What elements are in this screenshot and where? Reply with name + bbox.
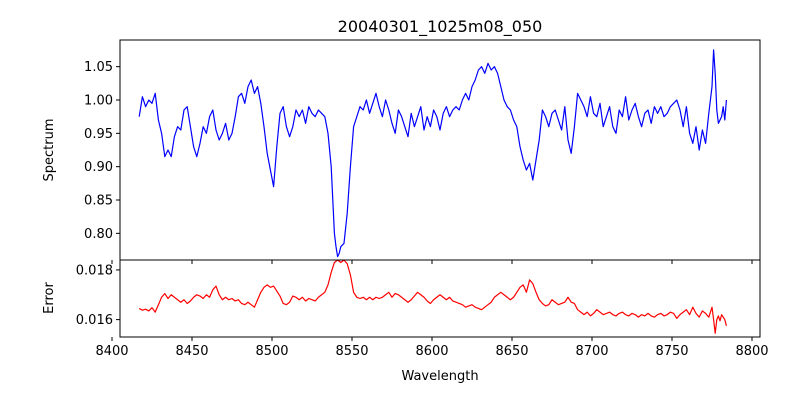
x-tick-label: 8800 [735, 344, 768, 359]
spectrum-y-tick-label: 0.95 [84, 127, 113, 142]
x-tick-label: 8600 [415, 344, 448, 359]
x-tick-label: 8700 [575, 344, 608, 359]
x-tick-label: 8550 [335, 344, 368, 359]
x-tick-label: 8500 [255, 344, 288, 359]
error-plot-frame [119, 259, 761, 338]
error-y-tick-label: 0.016 [76, 313, 113, 328]
spectrum-y-tick-label: 0.80 [84, 227, 113, 242]
x-tick-label: 8750 [655, 344, 688, 359]
error-series-line [138, 259, 727, 334]
spectrum-y-axis-label: Spectrum [42, 119, 57, 182]
spectrum-y-tick-label: 0.90 [84, 160, 113, 175]
error-y-axis-label: Error [42, 282, 57, 314]
error-axes: 0.016 0.018 8400 8450 8500 8550 8600 8650 8700 87… [76, 259, 769, 359]
spectrum-y-tick-label: 1.00 [84, 94, 113, 109]
chart-title: 20040301_1025m08_050 [338, 17, 543, 37]
error-marks [138, 259, 727, 334]
x-tick-label: 8400 [95, 344, 128, 359]
x-tick-label: 8450 [175, 344, 208, 359]
error-y-tick-label: 0.018 [76, 263, 113, 278]
error-panel: 0.016 0.018 8400 8450 8500 8550 8600 8650 8700 87… [42, 259, 769, 384]
x-axis-label: Wavelength [401, 369, 478, 384]
spectrum-y-tick-label: 0.85 [84, 194, 113, 209]
spectrum-series-line [138, 49, 727, 258]
x-tick-label: 8650 [495, 344, 528, 359]
spectrum-y-tick-label: 1.05 [84, 60, 113, 75]
spectrum-marks [138, 49, 727, 258]
